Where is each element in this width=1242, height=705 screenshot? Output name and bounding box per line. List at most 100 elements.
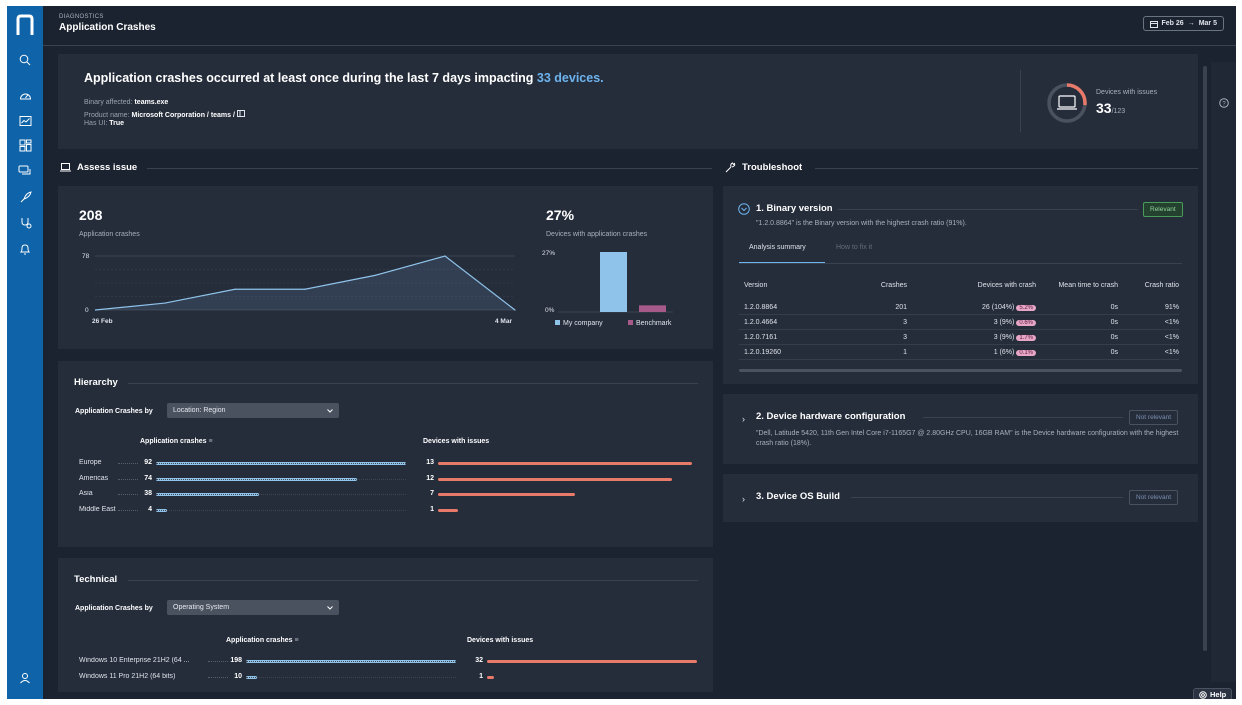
row-devices: 1: [430, 505, 434, 513]
row-name[interactable]: Windows 10 Enterprise 21H2 (64 ...: [79, 657, 190, 664]
line-point-4: [374, 274, 376, 276]
cell-devices-pill: 5.2%: [1016, 305, 1036, 311]
version-rows: 1.2.0.8864 201 26 (104%) 5.2% 0s 91% 1.2.0.466…: [739, 300, 1179, 360]
line-x-end-label: 4 Mar: [495, 318, 512, 325]
app-logo[interactable]: [15, 13, 35, 37]
col-devices: Devices with crash: [977, 282, 1036, 289]
table-header: Version Crashes Devices with crash Mean …: [739, 282, 1179, 300]
table-row[interactable]: 1.2.0.8864 201 26 (104%) 5.2% 0s 91%: [739, 300, 1179, 315]
devices-bar: [438, 477, 673, 481]
legend-benchmark-swatch: [628, 320, 633, 325]
cell-version: 1.2.0.8864: [744, 304, 778, 311]
row-track: [156, 478, 406, 480]
devices-donut: [1047, 83, 1087, 123]
row-name[interactable]: Americas: [79, 474, 109, 482]
hierarchy-select[interactable]: Location: Region: [167, 403, 339, 418]
product-meta: Product name: Microsoft Corporation / te…: [84, 110, 245, 119]
os-build-card[interactable]: › 3. Device OS Build Not relevant: [723, 474, 1198, 522]
row-devices: 12: [426, 474, 434, 482]
copy-icon[interactable]: [236, 110, 245, 117]
devices-impacted-link[interactable]: 33 devices.: [536, 71, 604, 85]
sidebar: [7, 6, 43, 699]
expand-chevron-icon[interactable]: ›: [742, 494, 745, 504]
assess-rule: [147, 168, 712, 169]
tab-how-to-fix[interactable]: How to fix it: [836, 244, 873, 251]
technical-select-value: Operating System: [173, 604, 230, 611]
bar-my-company: [600, 252, 627, 312]
expand-chevron-icon[interactable]: ›: [742, 414, 745, 424]
devices-bar: [487, 675, 494, 679]
collapse-chevron-icon[interactable]: [738, 203, 750, 215]
row-crashes: 10: [234, 672, 242, 680]
binary-value: teams.exe: [134, 99, 169, 106]
help-button[interactable]: Help: [1193, 688, 1233, 699]
hardware-card[interactable]: › 2. Device hardware configuration Not r…: [723, 394, 1198, 464]
row-name[interactable]: Windows 11 Pro 21H2 (64 bits): [79, 672, 176, 680]
row-name[interactable]: Asia: [79, 490, 93, 497]
row-leader: [118, 509, 138, 511]
hardware-title[interactable]: 2. Device hardware configuration: [756, 411, 906, 422]
legend-mycompany-swatch: [555, 320, 560, 325]
table-row[interactable]: 1.2.0.7161 3 3 (9%) 1.7% 0s <1%: [739, 330, 1179, 345]
cell-mttc: 0s: [1110, 349, 1118, 356]
technical-select[interactable]: Operating System: [167, 600, 339, 615]
pct-value: 27%: [546, 207, 575, 223]
technical-col2: Devices with issues: [467, 637, 534, 644]
col-mttc: Mean time to crash: [1058, 282, 1118, 289]
technical-rule: [128, 580, 698, 581]
laptop-icon: [1058, 95, 1076, 108]
tab-analysis-summary[interactable]: Analysis summary: [749, 244, 806, 251]
hierarchy-col1[interactable]: Application crashes ≡: [140, 438, 213, 445]
devices-bar: [438, 493, 575, 496]
page-scrollbar[interactable]: [1203, 66, 1207, 651]
diagnostics-icon[interactable]: [17, 214, 33, 230]
wrench-icon: [725, 162, 736, 173]
devices-bar: [438, 462, 692, 465]
cell-mttc: 0s: [1110, 304, 1118, 311]
sort-icon: ≡: [294, 637, 299, 644]
hierarchy-col1-label: Application crashes: [140, 438, 207, 445]
rocket-icon[interactable]: [17, 189, 33, 205]
user-icon[interactable]: [17, 670, 33, 686]
date-range-picker[interactable]: Feb 26 → Mar 5: [1142, 16, 1224, 31]
cell-ratio: 91%: [1164, 304, 1179, 311]
cell-version: 1.2.0.4664: [744, 319, 778, 326]
row-track: [246, 661, 456, 662]
binary-version-title[interactable]: 1. Binary version: [756, 203, 833, 214]
row-track: [156, 509, 406, 511]
technical-card: Technical Application Crashes by Operati…: [58, 558, 713, 692]
row-name[interactable]: Middle East: [79, 505, 116, 513]
table-row[interactable]: 1.2.0.19260 1 1 (6%) 0.1% 0s <1%: [739, 345, 1179, 360]
search-icon[interactable]: [17, 52, 33, 68]
assess-card: 208 Application crashes 78 0 26 Feb 4 Ma…: [58, 186, 713, 349]
dashboard-gauge-icon[interactable]: [17, 88, 33, 104]
layout-icon[interactable]: [17, 137, 33, 153]
bar-y-bottom-label: 0%: [545, 307, 555, 314]
legend-benchmark-label: Benchmark: [636, 320, 672, 327]
chevron-down-icon: [327, 408, 333, 413]
cell-mttc: 0s: [1110, 319, 1118, 326]
binary-version-card: 1. Binary version Relevant "1.2.0.8864" …: [723, 186, 1198, 384]
version-table: Version Crashes Devices with crash Mean …: [739, 282, 1179, 360]
chat-icon[interactable]: [17, 163, 33, 179]
table-hscrollbar[interactable]: [739, 369, 1182, 372]
cell-version: 1.2.0.7161: [744, 334, 778, 341]
legend-benchmark: Benchmark: [628, 320, 671, 327]
analytics-icon[interactable]: [17, 113, 33, 129]
row-devices: 32: [475, 657, 483, 664]
technical-by-label: Application Crashes by: [75, 605, 153, 612]
page-title: Application Crashes: [59, 22, 156, 33]
legend-mycompany-label: My company: [563, 320, 603, 327]
binary-meta: Binary affected: teams.exe: [84, 99, 168, 106]
help-circle-icon[interactable]: ?: [1219, 98, 1229, 108]
row-track: [246, 676, 456, 678]
row-track: [156, 494, 406, 495]
os-build-title[interactable]: 3. Device OS Build: [756, 491, 840, 502]
technical-col1[interactable]: Application crashes ≡: [226, 637, 299, 644]
cell-devices-pill: 0.6%: [1016, 320, 1036, 326]
troubleshoot-rule: [815, 168, 1198, 169]
bell-icon[interactable]: [17, 241, 33, 257]
row-name[interactable]: Europe: [79, 459, 102, 466]
table-row[interactable]: 1.2.0.4664 3 3 (9%) 0.6% 0s <1%: [739, 315, 1179, 330]
cell-ratio: <1%: [1164, 319, 1179, 326]
